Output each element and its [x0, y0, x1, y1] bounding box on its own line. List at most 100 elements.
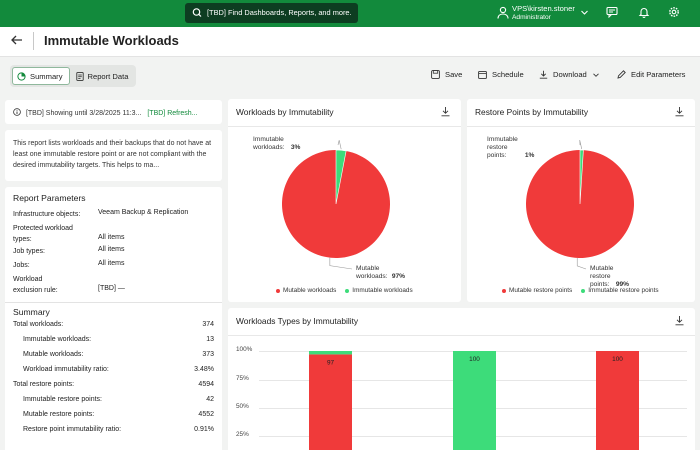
summary-row: Restore point immutability ratio: 0.91% — [13, 426, 214, 441]
workload-types-bars: 97 100 100 — [309, 351, 639, 450]
summary-key: Total restore points: — [13, 381, 75, 388]
card-divider — [228, 335, 695, 336]
chevron-down-icon — [592, 72, 599, 77]
legend-label: Mutable restore points — [509, 287, 573, 294]
schedule-label: Schedule — [492, 70, 524, 79]
download-icon[interactable] — [674, 315, 685, 326]
edit-icon — [617, 70, 626, 79]
calendar-icon — [478, 70, 487, 79]
header-divider — [33, 32, 34, 50]
bar-data-label: 97 — [327, 359, 335, 366]
save-icon — [431, 70, 440, 79]
download-button[interactable]: Download — [539, 70, 600, 79]
summary-key: Mutable restore points: — [23, 411, 95, 418]
chart-legend: Mutable restore points Immutable restore… — [502, 287, 659, 294]
param-key: Jobs: — [13, 262, 30, 269]
pie-label-mutable: Mutable restore points: 99% — [590, 265, 629, 289]
summary-value: 4552 — [198, 411, 214, 418]
search-placeholder: [TBD] Find Dashboards, Reports, and more… — [207, 8, 352, 17]
legend-label: Immutable restore points — [588, 287, 659, 294]
summary-list: Total workloads: 374 Immutable workloads: 1… — [13, 321, 214, 441]
y-tick-label: 100% — [236, 346, 253, 353]
search-icon — [192, 8, 202, 17]
pie-label-value: 99% — [615, 281, 630, 288]
tab-summary-label: Summary — [30, 71, 63, 81]
workloads-pie — [282, 140, 390, 270]
info-text: [TBD] Showing until 3/28/2025 11:3... — [25, 110, 142, 117]
summary-row: Immutable workloads: 13 — [13, 336, 214, 351]
download-icon[interactable] — [440, 106, 451, 117]
param-row: Workload exclusion rule: [TBD] — — [13, 274, 214, 302]
page-title: Immutable Workloads — [44, 33, 179, 48]
chart-title: Workloads by Immutability — [236, 107, 334, 117]
summary-key: Immutable workloads: — [23, 336, 92, 343]
pie-label-name: Mutable restore points: — [590, 265, 614, 288]
schedule-button[interactable]: Schedule — [478, 70, 524, 79]
legend-swatch — [581, 288, 586, 293]
gear-icon[interactable] — [668, 6, 680, 18]
bell-icon[interactable] — [638, 6, 650, 18]
pie-label-name: Mutable workloads: — [356, 265, 388, 280]
bar-data-label: 100 — [469, 356, 480, 363]
param-value: [TBD] — — [98, 285, 125, 292]
document-icon — [75, 71, 84, 81]
chart-legend: Mutable workloads Immutable workloads — [276, 287, 413, 294]
summary-key: Total workloads: — [13, 321, 64, 328]
param-value: Veeam Backup & Replication — [98, 209, 189, 216]
edit-parameters-button[interactable]: Edit Parameters — [617, 70, 685, 79]
param-key: Workload exclusion rule: — [13, 276, 58, 294]
leader-line — [329, 257, 353, 270]
messages-icon[interactable] — [606, 6, 618, 18]
pie-label-immutable: Immutable restore points: 1% — [487, 136, 534, 160]
edit-parameters-label: Edit Parameters — [631, 70, 686, 79]
info-icon — [13, 108, 21, 116]
download-icon[interactable] — [674, 106, 685, 117]
save-button[interactable]: Save — [431, 70, 462, 79]
legend-label: Mutable workloads — [283, 287, 337, 294]
pie-label-mutable: Mutable workloads: 97% — [356, 265, 405, 281]
back-arrow-icon[interactable] — [10, 33, 24, 47]
summary-title: Summary — [13, 307, 50, 317]
report-description: This report lists workloads and their ba… — [5, 130, 222, 181]
pie-label-immutable: Immutable workloads: 3% — [253, 136, 300, 152]
param-key: Protected workload types: — [13, 225, 73, 243]
legend-label: Immutable workloads — [352, 287, 413, 294]
download-label: Download — [553, 70, 587, 79]
chevron-down-icon[interactable] — [580, 8, 589, 17]
top-bar: [TBD] Find Dashboards, Reports, and more… — [0, 0, 700, 27]
summary-value: 0.91% — [194, 426, 214, 433]
leader-line — [576, 257, 587, 270]
param-row: Protected workload types: All items — [13, 223, 214, 246]
y-tick-label: 25% — [236, 431, 249, 438]
tab-report-data[interactable]: Report Data — [72, 67, 135, 85]
chart-title: Restore Points by Immutability — [475, 107, 589, 117]
pie-slice-immutable[interactable] — [579, 149, 584, 205]
bar-segment-immutable[interactable] — [309, 351, 352, 355]
parameters-panel: Report Parameters Infrastructure objects… — [5, 187, 222, 450]
summary-row: Total restore points: 4594 — [13, 381, 214, 396]
bar-segment-mutable[interactable] — [309, 354, 352, 450]
download-icon — [539, 70, 548, 79]
parameters-title: Report Parameters — [13, 193, 86, 203]
pie-slice-immutable[interactable] — [335, 149, 347, 205]
param-value: All items — [98, 260, 125, 267]
info-banner: [TBD] Showing until 3/28/2025 11:3... [T… — [5, 100, 222, 124]
refresh-link[interactable]: [TBD] Refresh... — [147, 110, 198, 117]
save-label: Save — [445, 70, 463, 79]
summary-value: 374 — [202, 321, 214, 328]
section-divider — [5, 302, 222, 303]
report-toolbar: Summary Report Data Save Schedule Downlo… — [0, 58, 700, 94]
legend-item: Mutable workloads — [276, 287, 336, 294]
leader-line — [579, 139, 583, 150]
bar-segment-mutable[interactable] — [596, 351, 639, 450]
global-search[interactable]: [TBD] Find Dashboards, Reports, and more… — [185, 3, 358, 23]
tab-summary[interactable]: Summary — [12, 67, 70, 85]
summary-row: Immutable restore points: 42 — [13, 396, 214, 411]
user-name[interactable]: VPS\kirsten.stoner — [512, 4, 575, 13]
bar-segment-immutable[interactable] — [453, 351, 496, 450]
card-divider — [228, 126, 461, 127]
param-row: Job types: All items — [13, 246, 214, 260]
pie-label-value: 97% — [391, 273, 406, 280]
y-tick-label: 75% — [236, 375, 249, 382]
summary-row: Mutable restore points: 4552 — [13, 411, 214, 426]
